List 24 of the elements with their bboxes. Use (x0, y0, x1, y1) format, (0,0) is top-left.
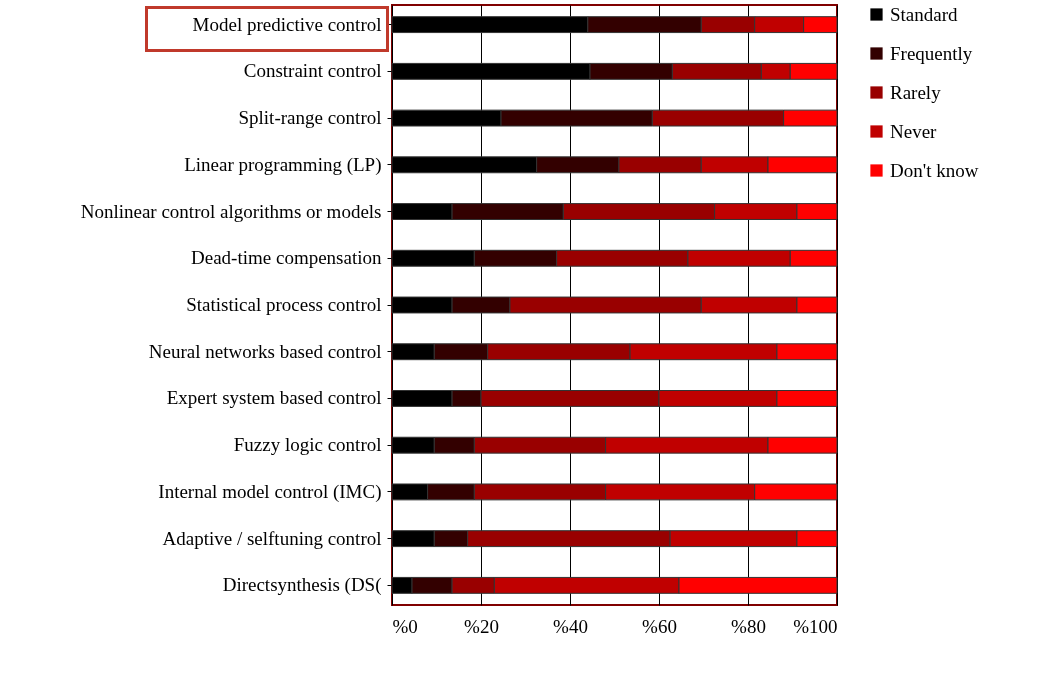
legend-label: Standard (890, 3, 959, 25)
x-tick-label: %40 (553, 615, 588, 637)
x-tick-label: %80 (731, 615, 766, 637)
y-tick-label: Expert system based control (166, 387, 382, 409)
y-tick-label: Nonlinear control algorithms or models (80, 200, 382, 222)
y-tick-label: Internal model control (IMC) (158, 480, 382, 503)
legend-label: Never (890, 120, 938, 142)
y-tick-label: Model predictive control (192, 13, 382, 35)
y-tick-label: Neural networks based control (148, 340, 382, 362)
y-tick-label: Statistical process control (186, 294, 382, 315)
y-tick-label: Dead-time compensation (191, 247, 382, 269)
y-tick-label: Directsynthesis (DS( (222, 574, 382, 597)
x-tick-label: %20 (464, 615, 499, 637)
y-tick-label: Split-range control (238, 107, 382, 129)
x-tick-label: %0 (392, 615, 418, 637)
legend-label: Rarely (890, 81, 942, 103)
x-tick-label: %100 (793, 615, 838, 637)
x-tick-label: %60 (642, 615, 677, 637)
y-tick-label: Fuzzy logic control (233, 434, 382, 456)
y-tick-label: Adaptive / selftuning control (162, 527, 382, 549)
legend-label: Don't know (890, 159, 979, 181)
legend-label: Frequently (890, 42, 973, 64)
y-tick-label: Constraint control (243, 60, 382, 82)
y-tick-label: Linear programming (LP) (184, 153, 382, 176)
